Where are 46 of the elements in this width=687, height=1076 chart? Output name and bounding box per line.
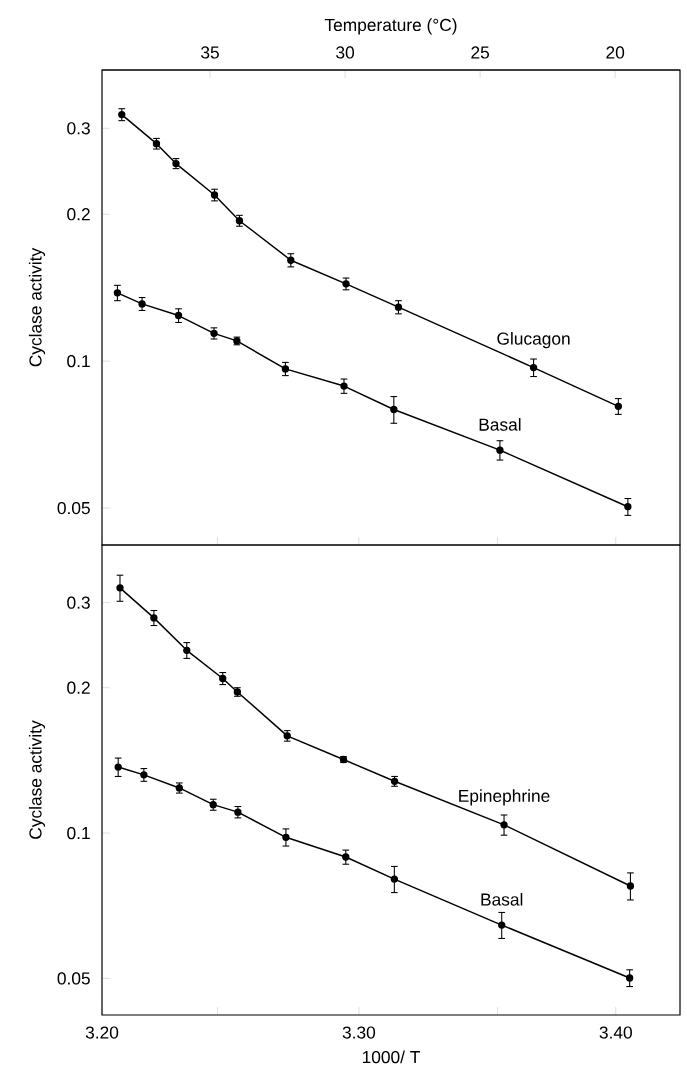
point: [496, 446, 504, 454]
point: [529, 363, 538, 372]
y-tick-label: 0.3: [67, 596, 90, 609]
point: [390, 405, 398, 414]
point: [116, 584, 124, 592]
y-tick-label: 0.1: [67, 826, 90, 840]
point: [498, 921, 506, 929]
y-tick-label: 0.05: [57, 501, 90, 515]
point: [150, 614, 158, 622]
point: [342, 853, 350, 861]
point: [500, 821, 508, 829]
point: [625, 974, 634, 982]
y-tick-label: 0.05: [57, 972, 90, 985]
point: [114, 763, 122, 771]
x2-axis-title: Temperature (°C): [324, 18, 457, 35]
x2-tick-label: 35: [201, 46, 219, 59]
y-tick-label: 0.3: [67, 122, 90, 135]
series-label: Glucagon: [497, 332, 570, 349]
x-tick-label: 3.20: [85, 1026, 119, 1039]
point: [183, 646, 191, 655]
point: [614, 402, 623, 410]
point: [624, 503, 632, 511]
y-axis-title: Cyclase activity: [28, 720, 46, 839]
point: [340, 382, 348, 390]
y-tick-label: 0.2: [67, 208, 90, 221]
x2-tick-label: 25: [471, 46, 490, 59]
x-tick-label: 3.40: [599, 1026, 632, 1039]
series-label: Basal: [481, 892, 523, 906]
point: [210, 191, 219, 199]
y-tick-label: 0.1: [67, 354, 90, 368]
series-label: Basal: [479, 418, 521, 431]
x2-tick-label: 30: [336, 46, 355, 59]
x-tick-label: 3.30: [342, 1026, 376, 1039]
x2-tick-label: 20: [606, 46, 625, 59]
point: [282, 833, 290, 841]
point: [281, 365, 290, 373]
point: [113, 289, 122, 297]
point: [235, 217, 244, 225]
point: [390, 875, 399, 883]
point: [394, 303, 403, 311]
point: [174, 311, 183, 320]
x-axis-title: 1000/ T: [362, 1050, 420, 1064]
point: [626, 882, 635, 890]
y-axis-title: Cyclase activity: [28, 247, 46, 367]
y-tick-label: 0.2: [67, 681, 90, 694]
series-label: Epinephrine: [459, 789, 550, 806]
